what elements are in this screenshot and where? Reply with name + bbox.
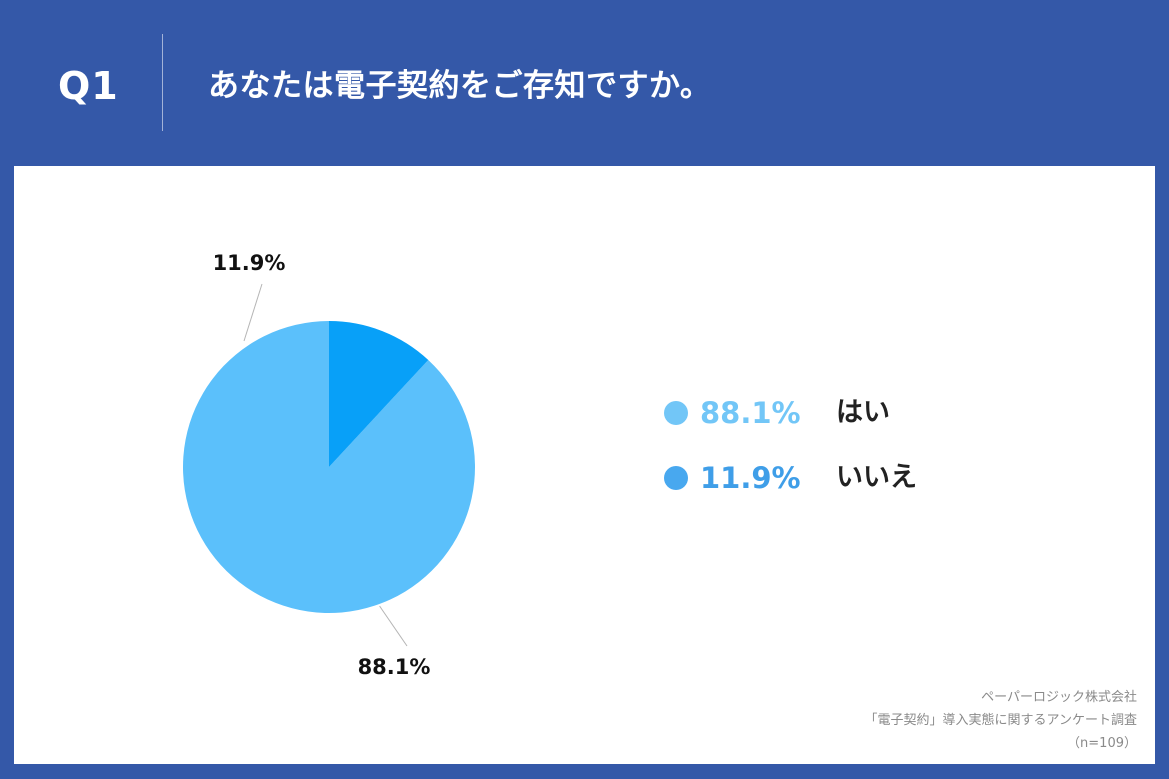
pie-slice-no [329,321,429,467]
leader-line-yes [379,605,408,647]
legend-label-no: いいえ [836,462,917,493]
chart-panel: 88.1% 11.9% 88.1% はい 11.9% いいえ ペーパーロジック株式… [14,166,1155,764]
legend-percent-no: 11.9% [700,461,801,495]
legend-item-yes: 88.1% はい [664,393,964,433]
legend-dot-no [664,466,688,490]
pie-label-no: 11.9% [213,251,286,275]
pie-value-labels: 88.1% 11.9% [213,251,431,679]
source-note: ペーパーロジック株式会社 「電子契約」導入実態に関するアンケート調査 （n=10… [740,686,1137,755]
legend-percent-yes: 88.1% [700,396,801,430]
question-text: あなたは電子契約をご存知ですか。 [208,68,712,104]
source-sample-size: （n=109） [1067,736,1137,751]
legend-item-no: 11.9% いいえ [664,458,964,498]
legend-label-yes: はい [836,397,890,428]
pie-slices [183,321,476,613]
pie-label-yes: 88.1% [358,655,431,679]
leader-line-no [243,283,263,342]
question-number: Q1 [58,64,119,108]
leader-lines [243,283,408,647]
source-survey: 「電子契約」導入実態に関するアンケート調査 [864,713,1137,728]
header-divider [162,34,163,131]
pie-chart: 88.1% 11.9% [183,251,476,679]
source-company: ペーパーロジック株式会社 [981,690,1137,705]
header: Q1 あなたは電子契約をご存知ですか。 [0,0,1169,166]
legend-dot-yes [664,401,688,425]
